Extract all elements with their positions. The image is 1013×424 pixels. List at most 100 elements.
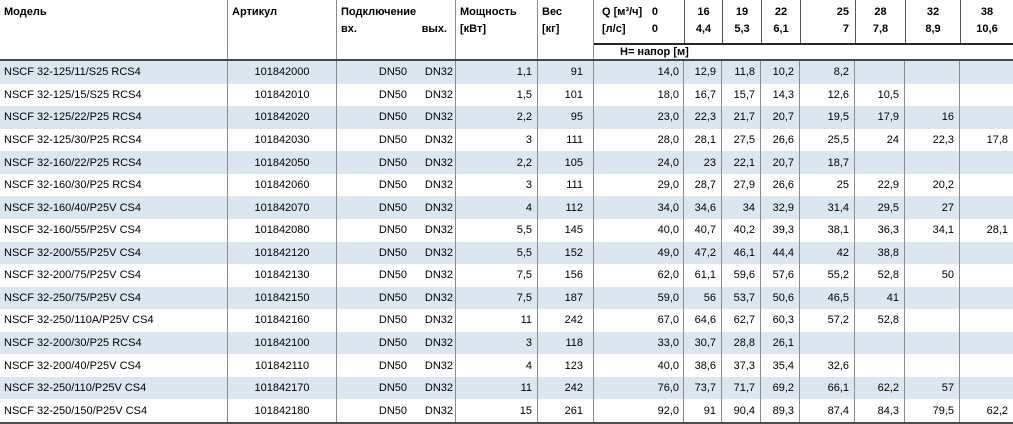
head-value-q32: 79,5: [905, 399, 960, 422]
weight-unit-label: [кг]: [542, 23, 560, 35]
head-value-q0: 24,0: [594, 151, 684, 174]
head-value-q38: [960, 354, 1013, 377]
table-row: NSCF 32-200/55/P25V CS4 101842120 DN50 D…: [0, 241, 1013, 265]
head-value-q28: 62,2: [855, 376, 905, 400]
head-value-q0: 33,0: [594, 331, 684, 355]
head-value-q25: 32,6: [800, 354, 855, 377]
head-value-q19: 40,2: [722, 218, 761, 242]
flow-column-header-7: 38 10,6: [960, 0, 1013, 43]
head-value-q25: [800, 331, 855, 355]
head-value-q32: [905, 286, 960, 310]
head-value-q22: 89,3: [761, 399, 800, 422]
outlet-value: DN32: [424, 201, 453, 214]
connection-cell: DN50 DN32: [337, 128, 456, 152]
inlet-value: DN50: [378, 291, 407, 304]
head-value-q0: 76,0: [594, 376, 684, 400]
outlet-value: DN32: [424, 88, 453, 101]
head-value-q22: 20,7: [761, 106, 800, 129]
power-cell: 5,5: [456, 218, 538, 242]
head-value-q28: [855, 61, 905, 84]
power-cell: 2,2: [456, 106, 538, 129]
head-value-q32: [905, 331, 960, 355]
head-value-q38: [960, 264, 1013, 287]
table-row: NSCF 32-125/22/P25 RCS4 101842020 DN50 D…: [0, 106, 1013, 129]
weight-label: Вес: [542, 6, 563, 18]
column-header-article-label: Артикул: [232, 6, 278, 18]
power-cell: 7,5: [456, 264, 538, 287]
outlet-value: DN32: [424, 66, 453, 79]
table-row: NSCF 32-200/30/P25 RCS4 101842100 DN50 D…: [0, 331, 1013, 355]
head-value-q19: 46,1: [722, 241, 761, 265]
inlet-value: DN50: [378, 337, 407, 350]
head-value-q32: [905, 83, 960, 107]
power-cell: 7,5: [456, 286, 538, 310]
flow-ls-label: [л/с]: [602, 23, 626, 35]
column-header-weight: Вес [кг]: [538, 0, 594, 59]
head-value-q22: 50,6: [761, 286, 800, 310]
head-value-q19: 15,7: [722, 83, 761, 107]
outlet-value: DN32: [424, 156, 453, 169]
head-value-q19: 11,8: [722, 61, 761, 84]
head-value-q38: [960, 196, 1013, 219]
flow-column-header-1: 16 4,4: [684, 0, 722, 43]
head-value-q16: 73,7: [684, 376, 722, 400]
head-value-q32: 34,1: [905, 218, 960, 242]
head-value-q38: 62,2: [986, 404, 1008, 417]
weight-cell: 156: [538, 264, 594, 287]
head-value-q28: 17,9: [855, 106, 905, 129]
table-row: NSCF 32-160/22/P25 RCS4 101842050 DN50 D…: [0, 151, 1013, 174]
table-row: NSCF 32-250/150/P25V CS4 101842180 DN50 …: [0, 399, 1013, 422]
head-value-q19: 90,4: [722, 399, 761, 422]
inlet-value: DN50: [378, 201, 407, 214]
power-cell: 15: [456, 399, 538, 422]
head-value-q38: [960, 84, 1013, 107]
head-value-q25: 31,4: [800, 196, 855, 219]
power-cell: 4: [456, 354, 538, 377]
weight-cell: 145: [538, 218, 594, 242]
model-cell: NSCF 32-160/22/P25 RCS4: [0, 151, 228, 174]
head-value-q38: [960, 242, 1013, 265]
head-value-q32: 22,3: [905, 128, 960, 152]
head-value-q0: 67,0: [594, 309, 684, 332]
head-value-q19: 22,1: [722, 151, 761, 174]
outlet-value: DN32: [424, 337, 453, 350]
head-value-q28: 36,3: [855, 218, 905, 242]
power-cell: 11: [456, 309, 538, 332]
table-row: NSCF 32-160/30/P25 RCS4 101842060 DN50 D…: [0, 173, 1013, 197]
head-value-q38: [960, 61, 1013, 84]
article-cell: 101842150: [228, 286, 337, 310]
article-cell: 101842020: [228, 106, 337, 129]
flow-m3h-label: Q [м³/ч]: [602, 6, 643, 18]
head-value-q25: 18,7: [800, 151, 855, 174]
table-row: NSCF 32-250/110A/P25V CS4 101842160 DN50…: [0, 309, 1013, 332]
article-cell: 101842100: [228, 331, 337, 355]
flow-ls-3: 6,1: [773, 23, 789, 35]
weight-cell: 261: [538, 399, 594, 422]
head-value-q22: 26,6: [761, 128, 800, 152]
head-value-q22: 26,1: [761, 331, 800, 355]
flow-header-area: Q [м³/ч] 0 [л/с] 0 16 4,4 19 5,3: [594, 0, 1013, 59]
connection-cell: DN50 DN32: [337, 399, 456, 422]
head-value-q22: 32,9: [761, 196, 800, 219]
weight-cell: 111: [538, 173, 594, 197]
flow-m3h-3: 22: [774, 6, 788, 18]
connection-cell: DN50 DN32: [337, 83, 456, 107]
head-value-q22: 60,3: [761, 309, 800, 332]
head-value-q22: 10,2: [761, 61, 800, 84]
table-header: Модель Артикул Подключение вх. вых. Мощн…: [0, 0, 1013, 61]
article-cell: 101842130: [228, 264, 337, 287]
power-cell: 3: [456, 331, 538, 355]
outlet-value: DN32: [424, 246, 453, 259]
inlet-value: DN50: [378, 269, 407, 282]
head-value-q25: 8,2: [800, 61, 855, 84]
outlet-value: DN32: [424, 359, 453, 372]
head-value-q16: 61,1: [684, 264, 722, 287]
head-value-q19: 37,3: [722, 354, 761, 377]
head-value-q32: 27: [905, 196, 960, 219]
head-value-q25: 57,2: [800, 309, 855, 332]
head-value-q0: 49,0: [594, 241, 684, 265]
model-cell: NSCF 32-160/30/P25 RCS4: [0, 173, 228, 197]
column-header-power: Мощность [кВт]: [456, 0, 538, 59]
head-value-q32: 57: [905, 376, 960, 400]
